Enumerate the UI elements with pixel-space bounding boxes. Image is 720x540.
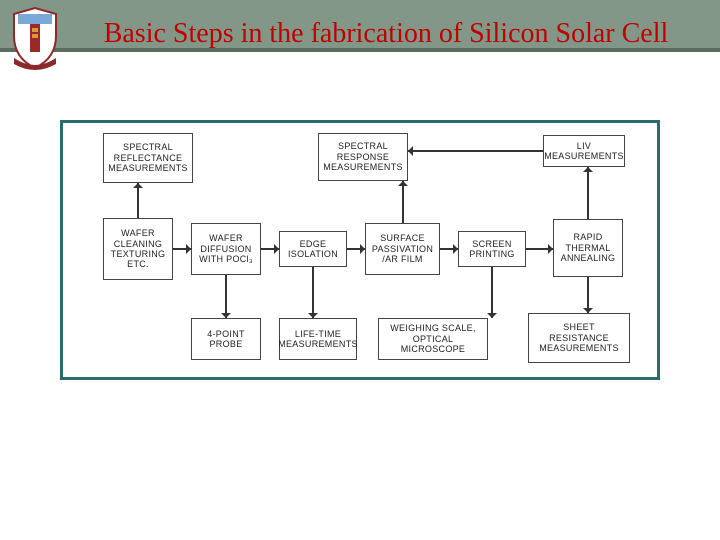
slide-title: Basic Steps in the fabrication of Silico… xyxy=(72,18,700,50)
edge-line xyxy=(491,267,493,318)
node-ltm: LIFE-TIMEMEASUREMENTS xyxy=(279,318,357,360)
arrow-head xyxy=(583,167,593,172)
node-rta: RAPIDTHERMALANNEALING xyxy=(553,219,623,277)
arrow-head xyxy=(360,244,365,254)
node-sr: SPECTRALREFLECTANCEMEASUREMENTS xyxy=(103,133,193,183)
arrow-head xyxy=(221,313,231,318)
arrow-head xyxy=(398,181,408,186)
arrow-head xyxy=(308,313,318,318)
university-shield-logo xyxy=(10,6,60,70)
edge-line xyxy=(225,275,227,318)
edge-line xyxy=(312,267,314,318)
arrow-head xyxy=(583,308,593,313)
arrow-head xyxy=(274,244,279,254)
node-shr: SHEETRESISTANCEMEASUREMENTS xyxy=(528,313,630,363)
node-wdp: WAFERDIFFUSIONWITH POCl₃ xyxy=(191,223,261,275)
arrow-head xyxy=(408,146,413,156)
node-sp: SURFACEPASSIVATION/AR FILM xyxy=(365,223,440,275)
edge-line xyxy=(587,167,589,219)
arrow-head xyxy=(487,313,497,318)
node-wct: WAFERCLEANINGTEXTURINGETC. xyxy=(103,218,173,280)
edge-line xyxy=(137,183,139,218)
arrow-head xyxy=(186,244,191,254)
node-scr: SCREENPRINTING xyxy=(458,231,526,267)
node-srm: SPECTRALRESPONSEMEASUREMENTS xyxy=(318,133,408,181)
edge-line xyxy=(402,181,404,223)
arrow-head xyxy=(133,183,143,188)
node-fpp: 4-POINTPROBE xyxy=(191,318,261,360)
arrow-head xyxy=(548,244,553,254)
flowchart: SPECTRALREFLECTANCEMEASUREMENTS SPECTRALR… xyxy=(63,123,663,383)
diagram-frame: SPECTRALREFLECTANCEMEASUREMENTS SPECTRALR… xyxy=(60,120,660,380)
node-wsm: WEIGHING SCALE,OPTICAL MICROSCOPE xyxy=(378,318,488,360)
arrow-head xyxy=(453,244,458,254)
node-liv: LIVMEASUREMENTS xyxy=(543,135,625,167)
edge-line xyxy=(408,150,543,152)
node-edge: EDGEISOLATION xyxy=(279,231,347,267)
